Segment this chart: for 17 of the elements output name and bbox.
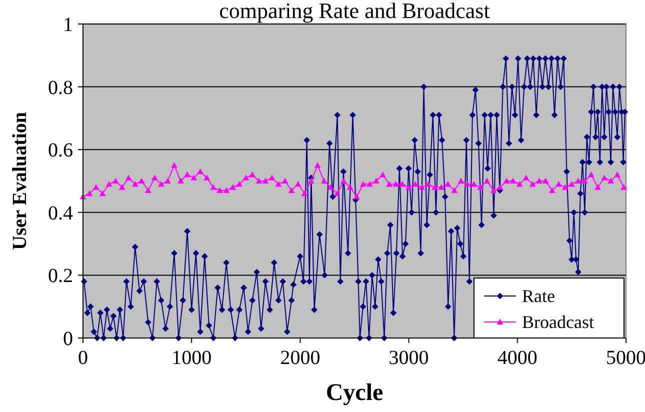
y-tick-label: 1 [63, 14, 73, 36]
x-tick-label: 3000 [388, 347, 429, 369]
chart-title: comparing Rate and Broadcast [219, 0, 490, 23]
legend-label: Broadcast [522, 312, 594, 332]
x-tick-label: 0 [78, 347, 88, 369]
legend-label: Rate [522, 286, 555, 306]
y-tick-label: 0.6 [48, 140, 73, 162]
x-tick-label: 5000 [606, 347, 645, 369]
x-tick-label: 2000 [280, 347, 320, 369]
x-tick-label: 1000 [172, 347, 212, 369]
y-tick-label: 0 [63, 328, 73, 350]
y-axis-title: User Evaluation [9, 112, 31, 250]
x-axis-title: Cycle [326, 380, 384, 406]
x-tick-label: 4000 [497, 347, 538, 369]
y-tick-label: 0.2 [48, 265, 73, 288]
y-tick-label: 0.8 [48, 76, 73, 99]
y-tick-label: 0.4 [48, 202, 73, 224]
